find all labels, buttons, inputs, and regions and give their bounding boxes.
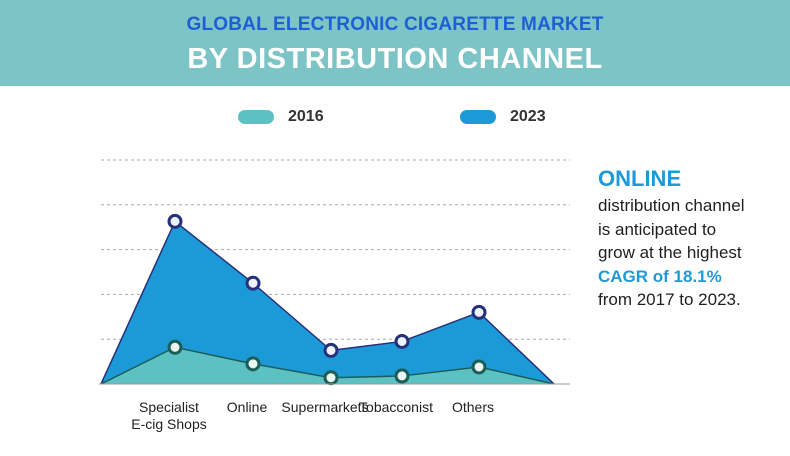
side-note-heading: ONLINE xyxy=(598,166,682,191)
point-2023 xyxy=(394,333,410,349)
category-label: Specialist xyxy=(139,399,199,415)
legend-label-2016: 2016 xyxy=(288,108,324,125)
point-2016 xyxy=(323,370,339,386)
point-2016 xyxy=(471,359,487,375)
side-note-line: grow at the highest xyxy=(598,243,742,262)
point-2023 xyxy=(323,342,339,358)
category-label: Online xyxy=(227,399,268,415)
chart-title-line2: BY DISTRIBUTION CHANNEL xyxy=(187,43,603,75)
side-note-line: from 2017 to 2023. xyxy=(598,290,741,309)
legend-swatch-2023 xyxy=(460,110,496,124)
side-note-line: distribution channel xyxy=(598,196,745,215)
chart-title-line1: GLOBAL ELECTRONIC CIGARETTE MARKET xyxy=(186,14,604,35)
header-banner: GLOBAL ELECTRONIC CIGARETTE MARKET BY DI… xyxy=(0,0,790,86)
side-note: ONLINE distribution channel is anticipat… xyxy=(598,166,783,312)
legend-label-2023: 2023 xyxy=(510,108,546,125)
side-note-line: is anticipated to xyxy=(598,219,717,239)
category-label: E-cig Shops xyxy=(131,416,206,432)
area-2016 xyxy=(101,347,554,384)
category-label: Tobacconist xyxy=(359,399,433,415)
legend-swatch-2016 xyxy=(238,110,274,124)
side-note-cagr: CAGR of 18.1% xyxy=(598,266,722,286)
point-2023 xyxy=(167,213,183,229)
area-2023 xyxy=(101,221,554,384)
category-label: Others xyxy=(452,399,494,415)
point-2016 xyxy=(167,339,183,355)
point-2023 xyxy=(245,275,261,291)
category-label: Supermarkets xyxy=(281,399,368,415)
point-2016 xyxy=(394,368,410,384)
point-2023 xyxy=(471,304,487,320)
legend-item-2023: 2023 xyxy=(460,106,546,128)
point-2016 xyxy=(245,356,261,372)
legend-item-2016: 2016 xyxy=(238,106,324,128)
